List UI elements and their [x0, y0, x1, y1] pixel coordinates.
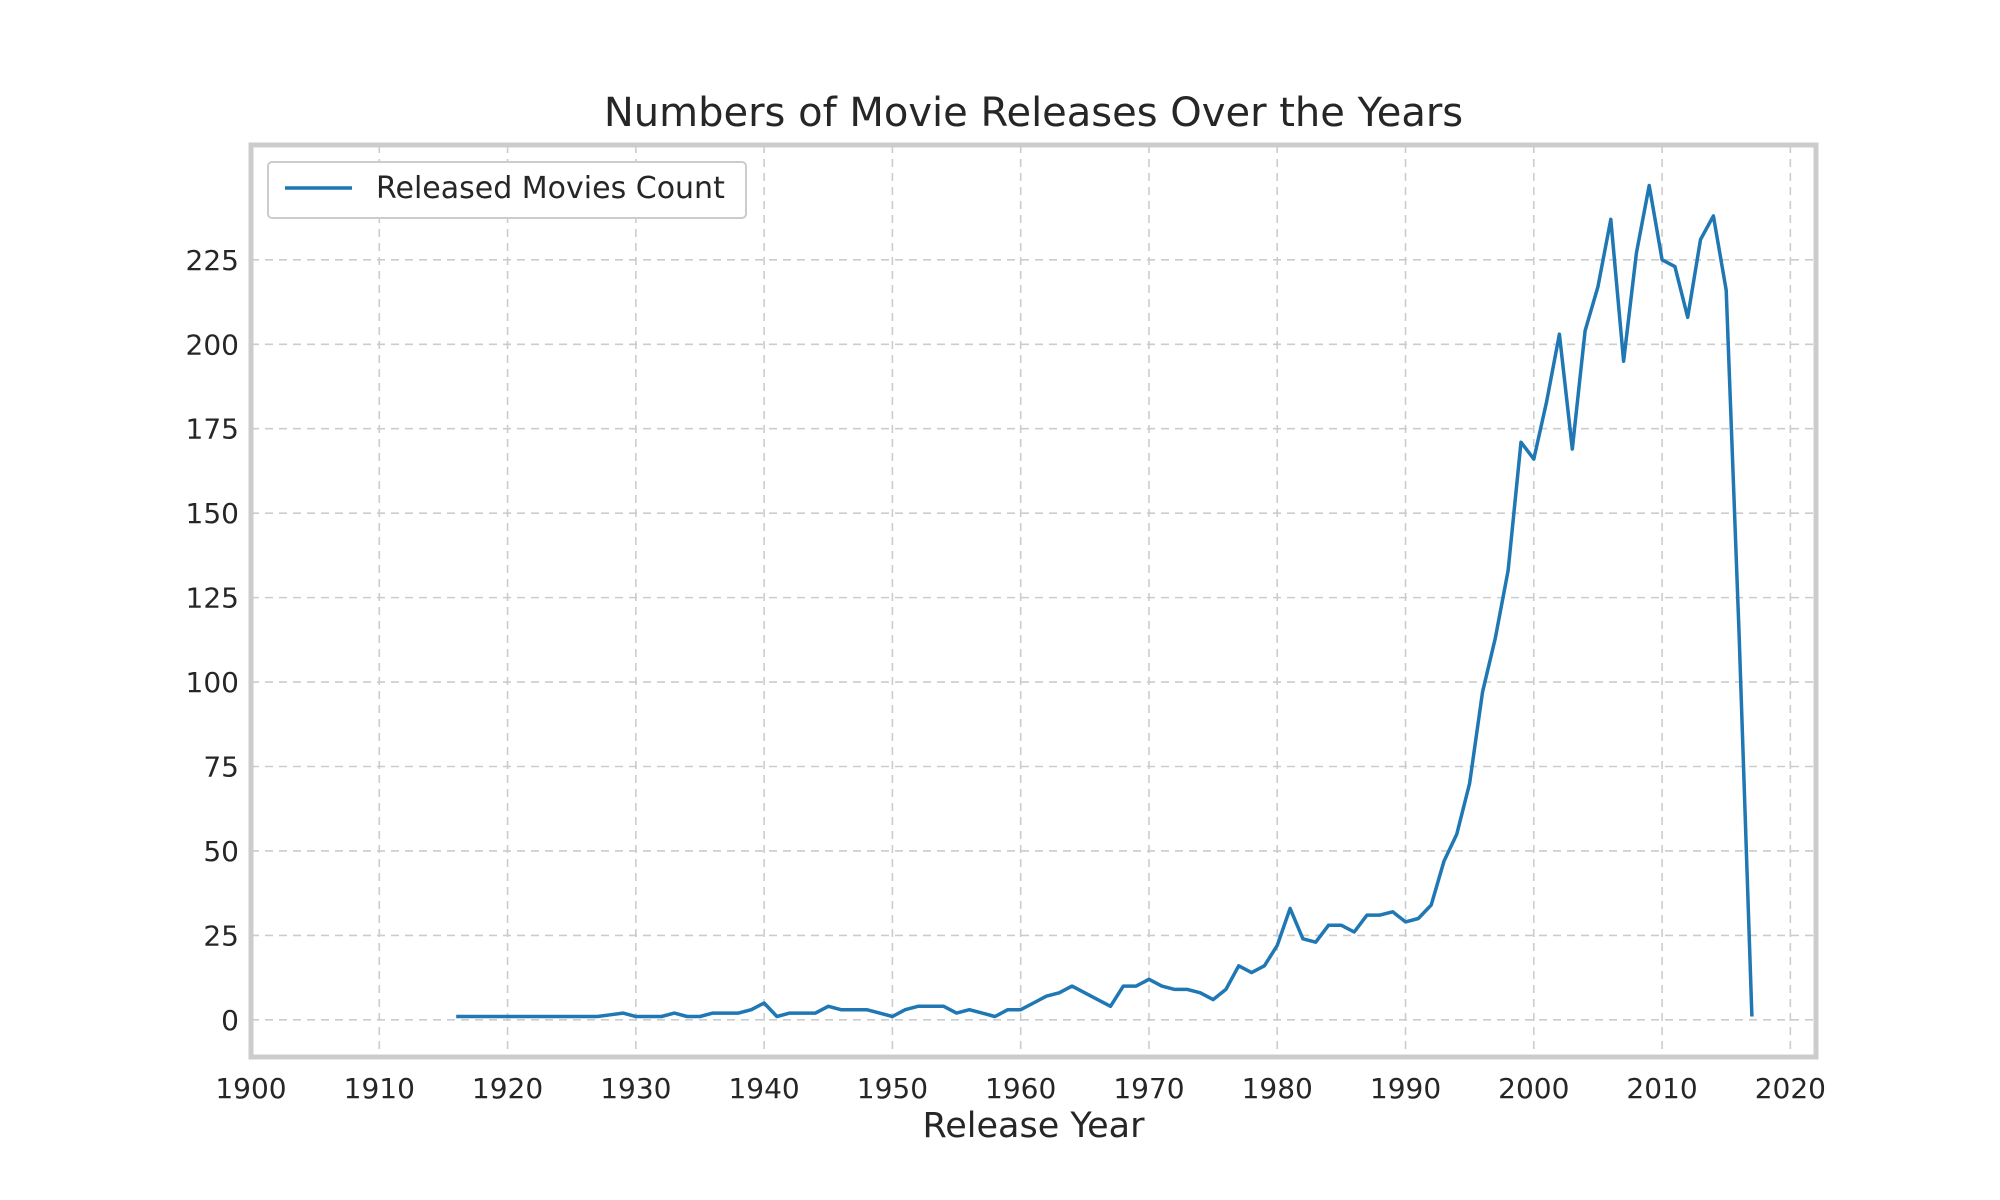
- y-tick-label: 0: [221, 1004, 239, 1037]
- y-tick-label: 75: [203, 751, 239, 784]
- series-layer: [456, 183, 1754, 1019]
- x-tick-label: 2000: [1498, 1072, 1569, 1105]
- x-tick-label: 1910: [344, 1072, 415, 1105]
- legend-label: Released Movies Count: [376, 171, 725, 206]
- x-tick-labels: 1900 1910 1920 1930 1940 1950 1960 1970 1980 1990…: [215, 1072, 1826, 1105]
- y-tick-label: 50: [203, 835, 239, 868]
- y-tick-label: 25: [203, 919, 239, 952]
- x-tick-label: 2020: [1755, 1072, 1826, 1105]
- grid: [250, 145, 1816, 1057]
- x-tick-label: 1900: [215, 1072, 286, 1105]
- x-tick-label: 1970: [1113, 1072, 1184, 1105]
- y-tick-label: 225: [186, 244, 239, 277]
- x-tick-label: 1960: [985, 1072, 1056, 1105]
- y-tick-label: 150: [186, 497, 239, 530]
- legend: Released Movies Count: [267, 161, 747, 219]
- x-tick-label: 1940: [728, 1072, 799, 1105]
- series-line: [456, 183, 1754, 1019]
- y-tick-label: 100: [186, 666, 239, 699]
- chart-title: Numbers of Movie Releases Over the Years: [604, 90, 1463, 136]
- y-tick-label: 125: [186, 582, 239, 615]
- legend-box: [267, 161, 747, 219]
- x-tick-label: 2010: [1626, 1072, 1697, 1105]
- plot-frame: [248, 142, 1819, 1060]
- x-tick-label: 1920: [472, 1072, 543, 1105]
- x-tick-label: 1930: [600, 1072, 671, 1105]
- x-tick-label: 1980: [1242, 1072, 1313, 1105]
- x-axis-label: Release Year: [923, 1106, 1146, 1146]
- x-tick-label: 1950: [857, 1072, 928, 1105]
- y-tick-labels: 0 25 50 75 100 125 150 175 200 225: [186, 244, 239, 1037]
- y-tick-label: 200: [186, 328, 239, 361]
- y-tick-label: 175: [186, 413, 239, 446]
- x-tick-label: 1990: [1370, 1072, 1441, 1105]
